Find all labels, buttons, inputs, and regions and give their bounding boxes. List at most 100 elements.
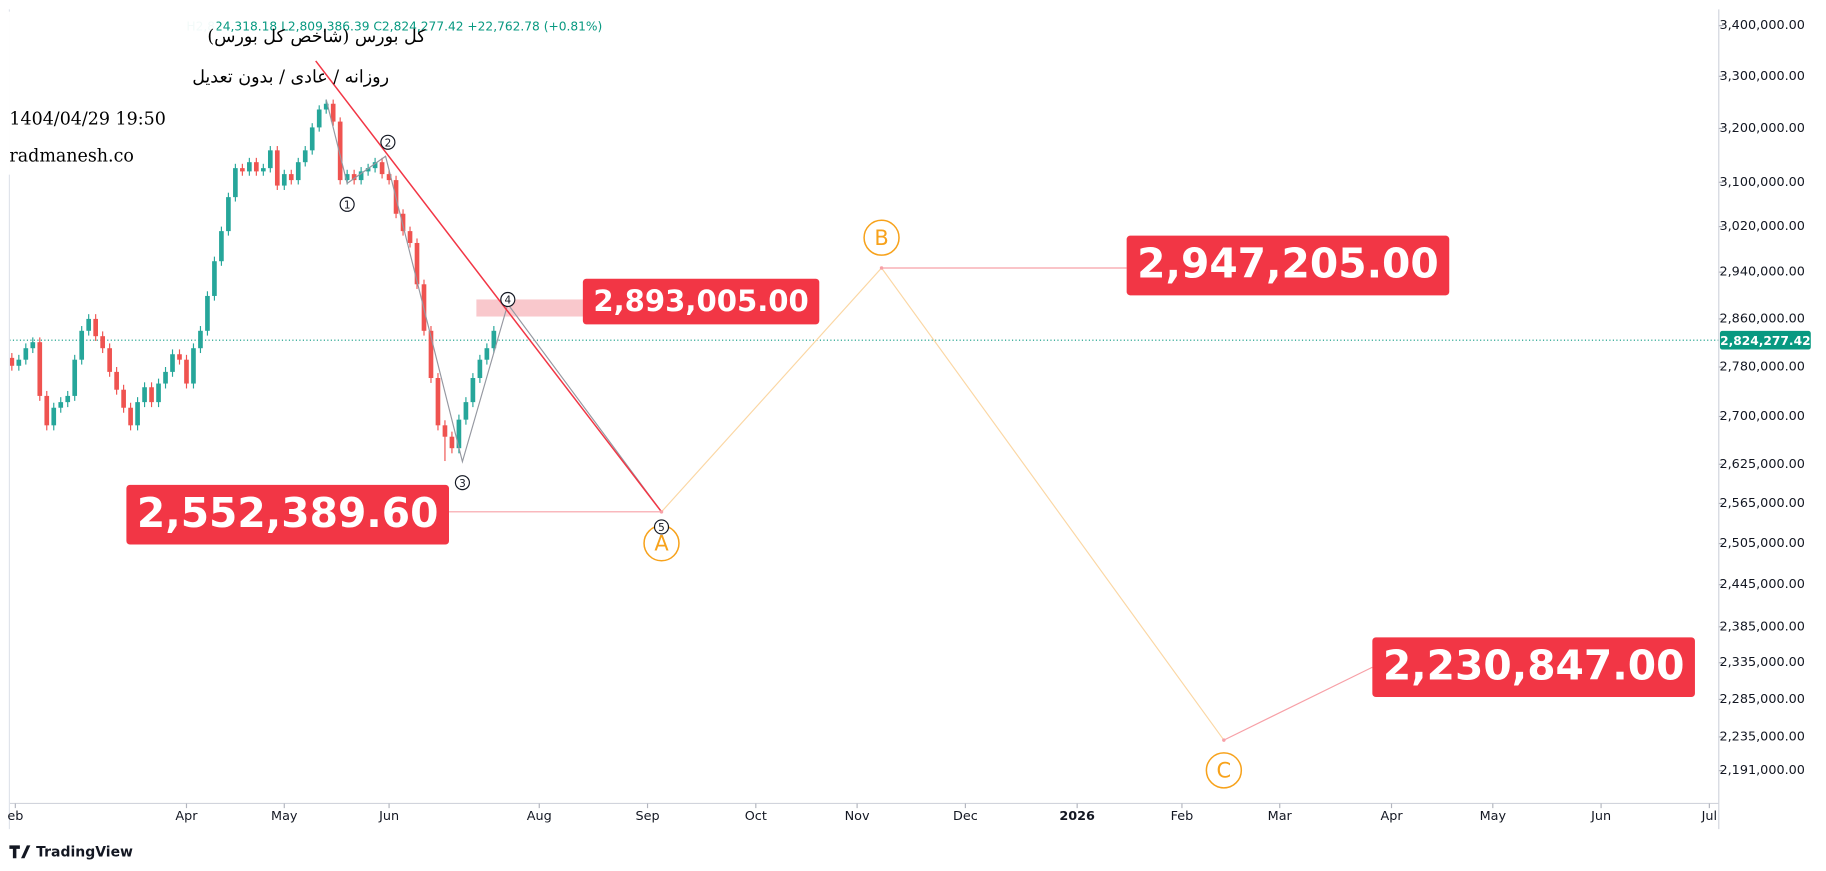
candle-body [414,242,420,285]
candle-body [86,318,92,331]
y-tick-label: 2,625,000.00 [1719,457,1804,472]
x-tick-label: Jul [1701,809,1717,824]
target-text: 2,947,205.00 [1137,240,1439,288]
candle-body [295,162,301,181]
candle-body [254,162,259,172]
y-tick-label: 2,565,000.00 [1719,496,1804,511]
candle-body [79,330,85,360]
y-tick-label: 3,100,000.00 [1719,175,1804,190]
x-tick-label: Feb [1171,809,1194,824]
abc-circle [863,219,900,256]
ohlc-text: H2,824,318.18 L2,809,386.39 C2,824,277.4… [186,19,602,33]
candle-body [484,348,490,360]
candle-body [170,354,175,372]
abc-point [879,266,884,270]
candle-body [309,127,315,151]
abc-label: C [1217,759,1232,783]
info-date: 1404/04/29 19:50 [9,109,165,129]
candle-body [51,407,57,426]
candle-body [100,336,105,349]
y-tick-label: 2,940,000.00 [1719,265,1804,280]
abc-label: B [874,226,888,250]
wave-line [325,99,662,513]
abc-circle [1205,752,1243,789]
candle-body [177,354,182,360]
candle-body [58,402,64,408]
candle-body [351,174,357,181]
candle-body [142,387,147,403]
candle-body [149,387,154,403]
candle-body [337,121,343,181]
candle-body [184,359,189,384]
candle-body [365,168,371,172]
abc-point [1222,738,1226,742]
y-tick-label: 2,505,000.00 [1719,536,1804,551]
candle-body [449,436,455,449]
candle-body [16,359,22,366]
candle-body [260,168,266,172]
trendline [315,60,663,513]
y-tick-label: 2,860,000.00 [1719,311,1804,326]
info-title: کل بورس (شاخص کل بورس) [207,27,426,47]
candle-body [107,348,112,372]
candle-body [233,168,238,198]
candle-body [316,109,322,128]
y-tick-label: 2,385,000.00 [1719,619,1804,634]
target-box [126,484,449,545]
abc-point [659,510,664,514]
candle-body [37,342,43,396]
candle-body [407,231,413,243]
y-tick-label: 3,300,000.00 [1719,69,1804,84]
candle-body [302,150,308,163]
info-source: radmanesh.co [9,147,133,167]
x-tick-label: Apr [1380,809,1403,824]
y-tick-label: 2,335,000.00 [1719,655,1804,670]
candle-body [205,295,210,331]
candle-body [226,197,231,232]
wave-label: 4 [504,295,511,307]
candle-body [463,402,469,420]
y-tick-label: 2,285,000.00 [1719,692,1804,707]
info-subtitle: روزانه / عادی / بدون تعدیل [192,68,389,88]
candle-body [163,371,168,384]
candle-body [191,348,196,384]
candle-body [274,150,280,186]
target-link [1223,666,1373,741]
y-tick-label: 2,235,000.00 [1719,729,1804,744]
y-tick-label: 2,780,000.00 [1719,360,1804,375]
candle-body [156,383,161,403]
candle-body [267,150,273,169]
x-tick-label: Mar [1268,809,1293,824]
target-box [1126,235,1450,296]
candle-body [442,425,448,437]
last-price-label: 2,824,277.42 [1720,334,1810,348]
x-tick-label: Nov [845,809,870,824]
candle-body [344,174,350,181]
candle-body [30,342,36,349]
x-tick-label: Jun [1590,809,1611,824]
candle-body [72,359,78,396]
candle-body [219,231,224,262]
candle-body [491,330,497,349]
candle-body [477,359,483,379]
candle-body [358,171,364,181]
x-tick-label: May [1480,809,1507,824]
x-tick-label: May [271,809,298,824]
candle-body [44,395,50,426]
target-label: 2,230,847.00 [1372,637,1695,698]
x-tick-label: Sep [635,809,659,824]
candle-body [9,357,15,366]
y-tick-label: 3,020,000.00 [1719,219,1804,234]
wave-label: 2 [385,137,392,149]
candle-body [198,330,203,349]
candle-body [23,348,29,360]
candle-body [121,389,126,408]
candle-body [114,371,119,390]
candle-body [435,378,441,426]
candle-body [288,174,294,181]
target-text: 2,893,005.00 [593,284,808,318]
target-label: 2,893,005.00 [582,278,820,325]
wave-label: 3 [459,478,466,490]
candle-body [330,103,336,122]
